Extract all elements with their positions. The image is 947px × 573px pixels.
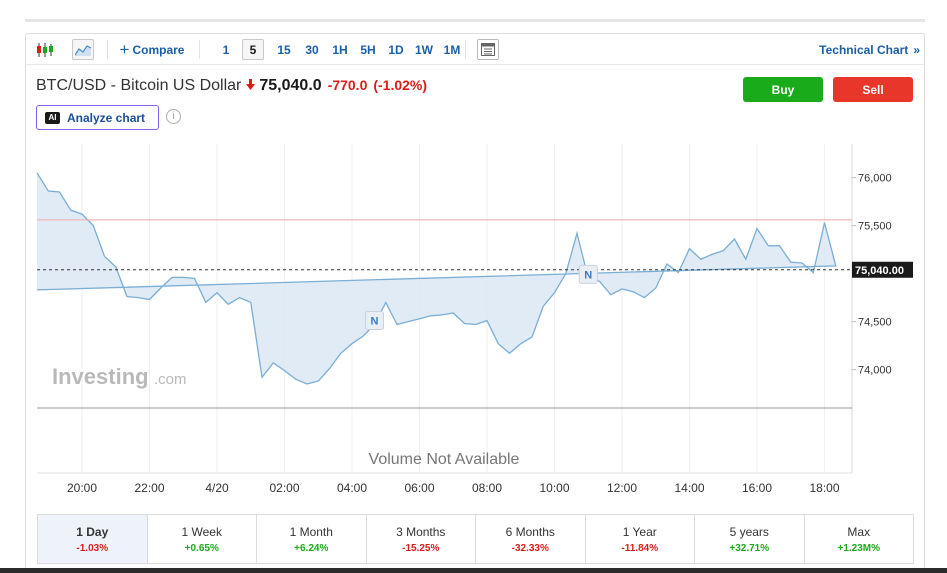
period-label: 1 Month [289, 524, 333, 539]
period-change: +32.71% [729, 542, 770, 554]
period-label: 3 Months [396, 524, 446, 539]
x-tick-label: 14:00 [674, 481, 704, 495]
buy-button[interactable]: Buy [743, 77, 823, 102]
toolbar-divider [199, 40, 200, 59]
price-change: -770.0 [327, 77, 368, 93]
period-change: +6.24% [294, 542, 329, 554]
interval-1w[interactable]: 1W [415, 42, 433, 57]
interval-30[interactable]: 30 [305, 42, 319, 57]
down-arrow-icon [246, 79, 256, 93]
news-marker-label: N [584, 269, 592, 281]
period-3-months[interactable]: 3 Months -15.25% [367, 515, 476, 563]
candlestick-icon[interactable] [34, 39, 56, 60]
compare-button[interactable]: + Compare [116, 34, 188, 65]
technical-chart-link[interactable]: Technical Chart » [802, 34, 920, 65]
interval-1d[interactable]: 1D [388, 42, 404, 57]
x-tick-label: 02:00 [269, 481, 299, 495]
news-marker[interactable] [365, 310, 384, 330]
area-chart-icon[interactable] [72, 39, 94, 60]
interval-1[interactable]: 1 [222, 42, 230, 57]
x-tick-label: 10:00 [539, 481, 569, 495]
instrument-name: BTC/USD - Bitcoin US Dollar [36, 77, 242, 94]
volume-not-available-label: Volume Not Available [369, 451, 520, 468]
watermark-suffix: .com [154, 371, 187, 388]
period-1-day[interactable]: 1 Day -1.03% [38, 515, 148, 563]
last-price: 75,040.0 [259, 77, 322, 94]
x-tick-label: 4/20 [205, 481, 229, 495]
period-max[interactable]: Max +1.23M% [805, 515, 914, 563]
news-marker-label: N [371, 315, 379, 327]
y-tick-label: 74,000 [858, 365, 892, 377]
chart-widget: + Compare 1 5 15 30 1H 5H 1D 1W 1M Technical Cha… [25, 33, 925, 573]
period-5-years[interactable]: 5 years +32.71% [695, 515, 805, 563]
interval-1m[interactable]: 1M [443, 42, 461, 57]
ai-badge-icon: AI [45, 111, 60, 124]
period-change: -11.84% [621, 542, 659, 554]
technical-chart-label: Technical Chart [819, 42, 909, 57]
interval-15[interactable]: 15 [277, 42, 291, 57]
period-1-week[interactable]: 1 Week +0.65% [148, 515, 257, 563]
x-tick-label: 18:00 [809, 481, 839, 495]
double-chevron-right-icon: » [913, 42, 920, 57]
period-label: 6 Months [505, 524, 555, 539]
toolbar-divider [107, 40, 108, 59]
price-change-percent: (-1.02%) [373, 77, 428, 93]
toolbar-divider [465, 40, 466, 59]
analyze-chart-button[interactable]: AI Analyze chart [36, 105, 159, 130]
y-tick-label: 76,000 [858, 173, 892, 185]
period-change: +0.65% [184, 542, 219, 554]
news-marker[interactable] [578, 264, 598, 284]
x-tick-label: 22:00 [134, 481, 164, 495]
period-label: 1 Day [76, 524, 109, 539]
price-area [37, 172, 836, 408]
plus-icon: + [119, 39, 130, 59]
interval-5h[interactable]: 5H [360, 42, 376, 57]
sell-button[interactable]: Sell [833, 77, 913, 102]
period-1-month[interactable]: 1 Month +6.24% [257, 515, 367, 563]
current-price-badge [852, 261, 913, 278]
interval-5[interactable]: 5 [242, 39, 264, 60]
period-change: -15.25% [402, 542, 440, 554]
period-label: 5 years [729, 524, 769, 539]
chart-toolbar: + Compare 1 5 15 30 1H 5H 1D 1W 1M Technical Cha… [26, 34, 924, 65]
interval-1h[interactable]: 1H [332, 42, 348, 57]
price-line [36, 172, 837, 385]
period-change: -32.33% [511, 542, 549, 554]
x-tick-label: 12:00 [607, 481, 637, 495]
period-6-months[interactable]: 6 Months -32.33% [476, 515, 586, 563]
price-chart[interactable]: Investing .com 76,000 75,500 74,500 74,000 75,… [26, 34, 924, 504]
x-tick-label: 20:00 [67, 481, 97, 495]
instrument-header: BTC/USD - Bitcoin US Dollar 75,040.0 -77… [36, 77, 427, 95]
analyze-chart-label: Analyze chart [67, 110, 146, 125]
watermark-logo: Investing [52, 364, 149, 389]
layout-icon[interactable] [477, 39, 499, 60]
period-selector: 1 Day -1.03% 1 Week +0.65% 1 Month +6.24% 3 Mo… [37, 514, 914, 564]
period-change: +1.23M% [837, 542, 881, 554]
period-label: 1 Year [622, 524, 657, 539]
period-1-year[interactable]: 1 Year -11.84% [586, 515, 695, 563]
x-tick-label: 06:00 [404, 481, 434, 495]
bottom-bar [0, 568, 947, 573]
compare-label: Compare [132, 42, 185, 57]
period-label: 1 Week [181, 524, 222, 539]
period-label: Max [847, 524, 871, 539]
y-tick-label: 75,500 [858, 221, 892, 233]
x-tick-label: 08:00 [472, 481, 502, 495]
x-tick-label: 16:00 [742, 481, 772, 495]
x-tick-label: 04:00 [337, 481, 367, 495]
top-divider [25, 19, 925, 22]
period-change: -1.03% [76, 542, 109, 554]
current-price-label: 75,040.00 [855, 265, 904, 277]
y-tick-label: 74,500 [858, 317, 892, 329]
info-icon[interactable]: i [166, 109, 181, 124]
